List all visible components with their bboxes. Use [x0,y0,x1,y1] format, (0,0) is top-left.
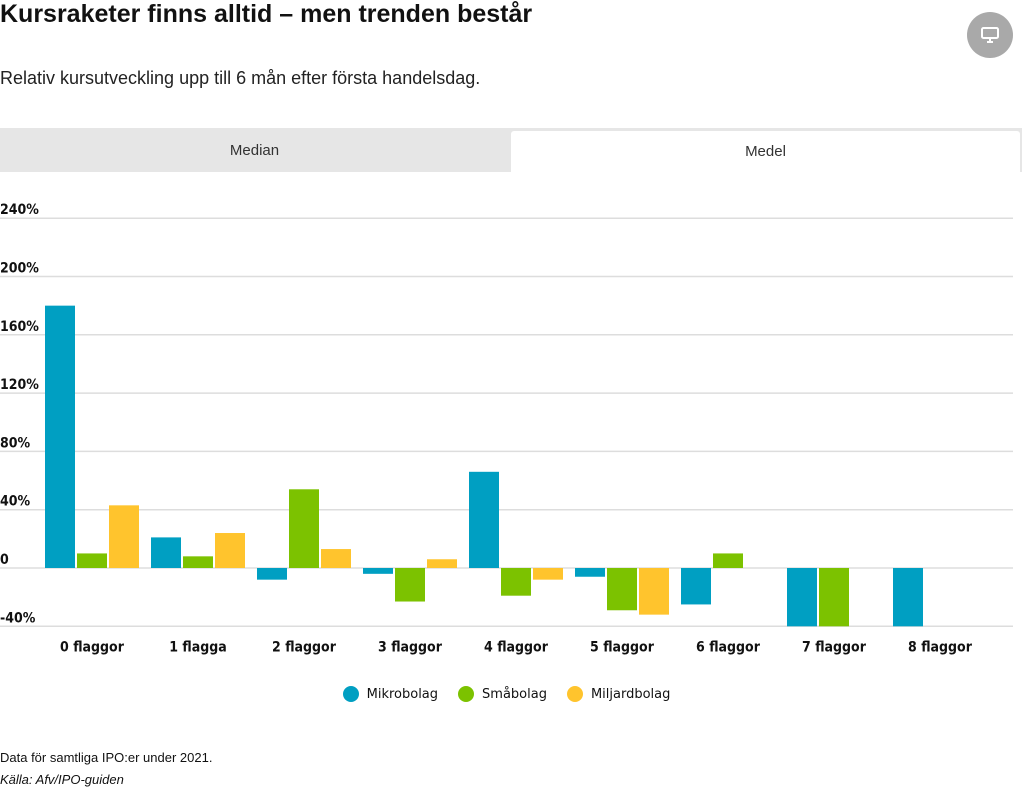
chart-subtitle: Relativ kursutveckling upp till 6 mån ef… [0,68,481,88]
y-tick-label: 40% [0,494,31,510]
y-tick-label: 120% [0,377,39,393]
bar-miljardbolag[interactable] [109,505,139,568]
tab-medel[interactable]: Medel [511,131,1020,172]
x-tick-label: 5 flaggor [590,639,655,655]
legend-item[interactable]: Mikrobolag [342,686,439,702]
bar-miljardbolag[interactable] [533,568,563,580]
legend-item[interactable]: Miljardbolag [566,686,671,702]
bar-småbolag[interactable] [395,568,425,602]
tab-median[interactable]: Median [229,141,280,159]
bar-miljardbolag[interactable] [215,533,245,568]
legend-marker [566,686,583,702]
x-tick-label: 1 flagga [169,639,227,655]
bar-mikrobolag[interactable] [893,568,923,627]
legend-label: Mikrobolag [366,686,439,702]
bar-mikrobolag[interactable] [257,568,287,580]
bar-miljardbolag[interactable] [639,568,669,615]
y-tick-label: 200% [0,261,39,277]
legend-label: Miljardbolag [590,686,671,702]
bar-miljardbolag[interactable] [427,559,457,568]
bar-småbolag[interactable] [713,553,743,568]
bar-småbolag[interactable] [501,568,531,596]
x-tick-label: 0 flaggor [60,639,125,655]
y-tick-label: 0 [0,552,9,568]
bar-mikrobolag[interactable] [363,568,393,574]
legend-item[interactable]: Småbolag [458,686,547,702]
x-tick-label: 6 flaggor [696,639,761,655]
bar-mikrobolag[interactable] [45,305,75,568]
bar-mikrobolag[interactable] [151,537,181,568]
y-tick-label: 80% [0,435,31,451]
bar-mikrobolag[interactable] [469,471,499,568]
y-tick-label: -40% [0,610,36,626]
x-tick-label: 8 flaggor [908,639,973,655]
fullscreen-button[interactable] [967,12,1013,58]
bar-småbolag[interactable] [607,568,637,611]
x-tick-label: 7 flaggor [802,639,867,655]
bar-mikrobolag[interactable] [681,568,711,605]
data-note: Data för samtliga IPO:er under 2021. [0,750,213,765]
bar-småbolag[interactable] [183,556,213,568]
x-tick-label: 2 flaggor [272,639,337,655]
source-note: Källa: Afv/IPO-guiden [0,772,124,787]
tab-bar: Median Medel [0,128,1022,172]
legend: Mikrobolag Småbolag Miljardbolag [0,686,1013,702]
x-tick-label: 4 flaggor [484,639,549,655]
bar-mikrobolag[interactable] [787,568,817,627]
bar-miljardbolag[interactable] [321,549,351,568]
x-tick-label: 3 flaggor [378,639,443,655]
bar-småbolag[interactable] [819,568,849,627]
bar-småbolag[interactable] [289,489,319,568]
legend-marker [458,686,475,702]
monitor-icon [981,27,999,43]
legend-marker [342,686,359,702]
legend-label: Småbolag [482,686,547,702]
bar-mikrobolag[interactable] [575,568,605,577]
y-tick-label: 160% [0,319,39,335]
bar-småbolag[interactable] [77,553,107,568]
y-tick-label: 240% [0,202,39,218]
chart-title: Kursraketer finns alltid – men trenden b… [0,0,533,28]
bar-chart: -40% 0 40% 80% 120% 160% 200% 240% 0 flaggor 1 fl… [0,202,1013,655]
